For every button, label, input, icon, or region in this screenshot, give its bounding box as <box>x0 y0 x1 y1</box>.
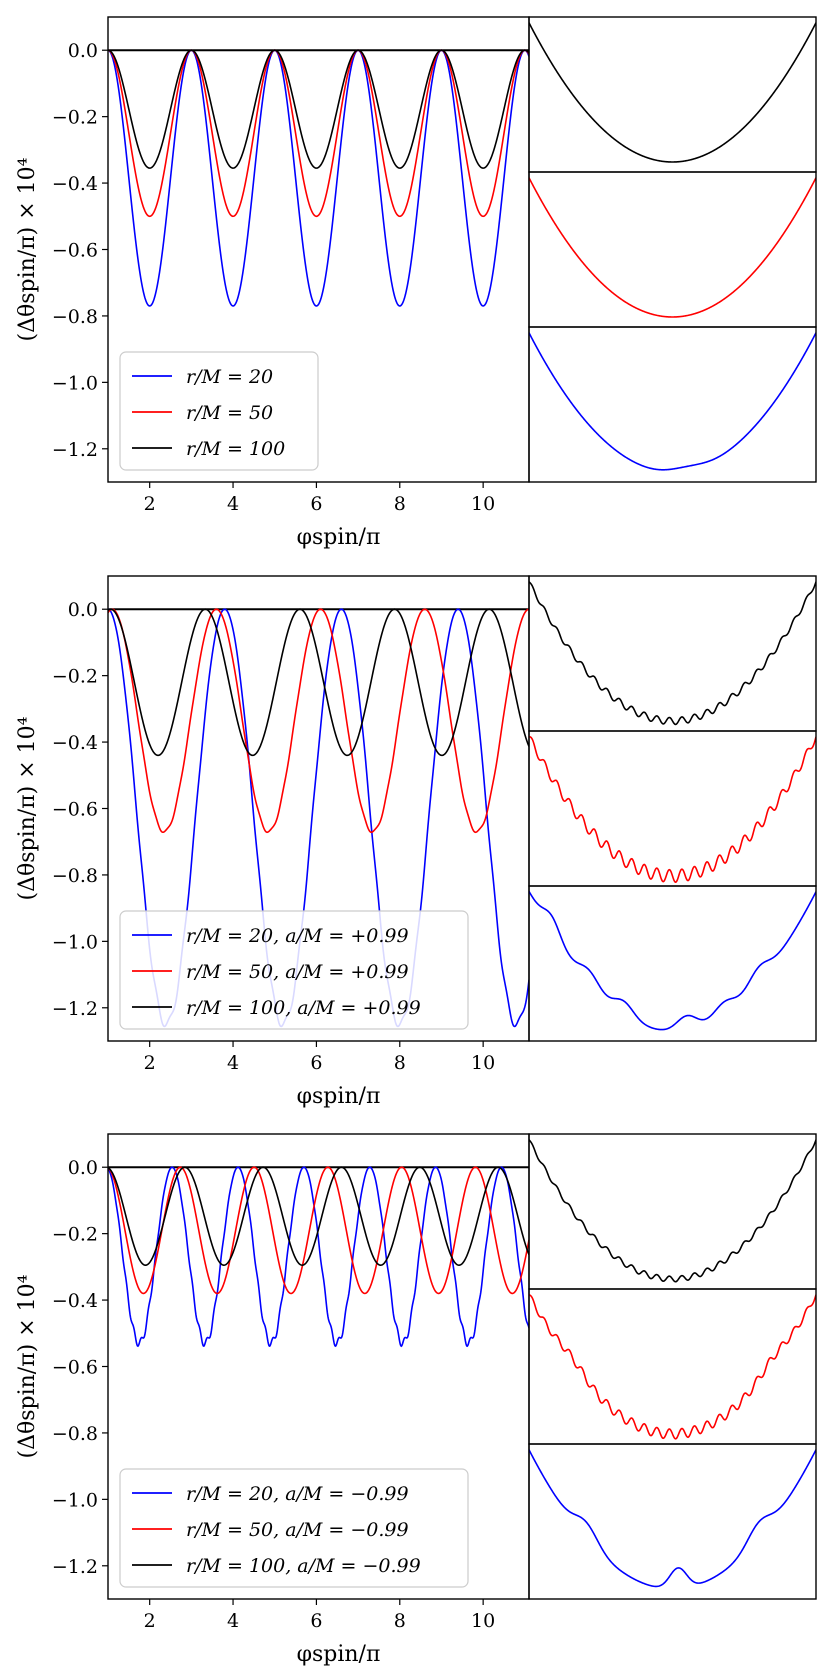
x-tick-label: 4 <box>227 1610 239 1632</box>
inset-curve <box>529 736 816 883</box>
x-tick-label: 2 <box>144 1610 156 1632</box>
y-tick-label: −0.8 <box>52 306 98 328</box>
series-line <box>108 49 529 218</box>
x-tick-label: 8 <box>394 493 406 515</box>
legend-box <box>119 1468 469 1588</box>
inset-curve <box>529 1293 816 1440</box>
y-tick-label: −0.4 <box>52 1290 98 1312</box>
y-tick-label: −0.6 <box>52 1357 98 1379</box>
y-tick-label: −0.6 <box>52 240 98 262</box>
legend-label: r/M = 100 <box>186 438 285 460</box>
legend: r/M = 20 r/M = 50 r/M = 100 <box>119 351 319 471</box>
inset-curve <box>529 1449 816 1588</box>
x-tick-label: 8 <box>394 1610 406 1632</box>
series-line <box>108 1166 529 1267</box>
x-tick-label: 4 <box>227 493 239 515</box>
x-tick-label: 10 <box>471 1052 495 1074</box>
y-axis-label: (Δθspin/π) × 10⁴ <box>15 1274 40 1458</box>
inset-curve <box>529 1139 816 1283</box>
legend-label: r/M = 50, a/M = −0.99 <box>186 1519 409 1541</box>
y-tick-label: −0.4 <box>52 732 98 754</box>
legend-box <box>119 910 469 1030</box>
x-tick-label: 8 <box>394 1052 406 1074</box>
y-tick-label: −0.4 <box>52 173 98 195</box>
y-tick-label: −0.2 <box>52 666 98 688</box>
inset-curve <box>529 177 816 318</box>
series-line <box>108 49 529 307</box>
inset-curve <box>529 332 816 471</box>
legend: r/M = 20, a/M = −0.99 r/M = 50, a/M = −0.… <box>119 1468 469 1588</box>
x-tick-label: 2 <box>144 493 156 515</box>
y-tick-label: −0.6 <box>52 799 98 821</box>
panel-middle: 2 4 6 8 10 0.0 −0.2 −0.4 −0.6 −0.8 −1.0 −1.2 φspin/π… <box>15 575 817 1109</box>
x-tick-label: 4 <box>227 1052 239 1074</box>
x-axis-label: φspin/π <box>297 1084 381 1109</box>
inset-curve <box>529 22 816 163</box>
x-axis-label: φspin/π <box>297 1642 381 1667</box>
x-tick-label: 10 <box>471 1610 495 1632</box>
inset-frame <box>528 885 817 1042</box>
y-tick-label: −1.2 <box>52 1556 98 1578</box>
y-tick-label: 0.0 <box>68 599 98 621</box>
series-line <box>108 608 529 757</box>
series-line <box>108 608 529 834</box>
y-tick-label: −1.2 <box>52 998 98 1020</box>
legend-label: r/M = 20, a/M = +0.99 <box>186 925 409 947</box>
y-tick-label: 0.0 <box>68 40 98 62</box>
y-tick-label: −0.8 <box>52 865 98 887</box>
zoom-inset <box>528 885 817 1042</box>
zoom-inset <box>528 326 817 483</box>
series-line <box>108 1166 529 1295</box>
y-tick-label: −0.8 <box>52 1423 98 1445</box>
inset-frame <box>528 326 817 483</box>
panel-top: 2 4 6 8 10 0.0 −0.2 −0.4 −0.6 −0.8 −1.0 −1.2 φspin/π… <box>15 16 817 550</box>
x-tick-label: 6 <box>310 1610 322 1632</box>
y-axis-label: (Δθspin/π) × 10⁴ <box>15 157 40 341</box>
legend-box <box>119 351 319 471</box>
y-tick-label: −0.2 <box>52 107 98 129</box>
inset-frame <box>528 1443 817 1600</box>
x-tick-label: 6 <box>310 493 322 515</box>
inset-curve <box>529 581 816 726</box>
legend-label: r/M = 20 <box>186 366 273 388</box>
legend-label: r/M = 50, a/M = +0.99 <box>186 961 409 983</box>
series-line <box>108 1166 529 1348</box>
y-tick-label: 0.0 <box>68 1157 98 1179</box>
series-line <box>108 49 529 169</box>
inset-curve <box>529 890 816 1031</box>
y-axis-label: (Δθspin/π) × 10⁴ <box>15 716 40 900</box>
legend: r/M = 20, a/M = +0.99 r/M = 50, a/M = +0.… <box>119 910 469 1030</box>
legend-label: r/M = 100, a/M = +0.99 <box>186 997 421 1019</box>
zoom-inset <box>528 1443 817 1600</box>
legend-label: r/M = 100, a/M = −0.99 <box>186 1555 421 1577</box>
y-tick-label: −1.0 <box>52 372 98 394</box>
x-tick-label: 2 <box>144 1052 156 1074</box>
y-tick-label: −0.2 <box>52 1224 98 1246</box>
x-tick-label: 10 <box>471 493 495 515</box>
y-tick-label: −1.0 <box>52 931 98 953</box>
legend-label: r/M = 50 <box>186 402 273 424</box>
legend-label: r/M = 20, a/M = −0.99 <box>186 1483 409 1505</box>
y-tick-label: −1.2 <box>52 439 98 461</box>
panel-bottom: 2 4 6 8 10 0.0 −0.2 −0.4 −0.6 −0.8 −1.0 −1.2 φspin/π… <box>15 1133 817 1667</box>
x-tick-label: 6 <box>310 1052 322 1074</box>
y-tick-label: −1.0 <box>52 1489 98 1511</box>
x-axis-label: φspin/π <box>297 525 381 550</box>
